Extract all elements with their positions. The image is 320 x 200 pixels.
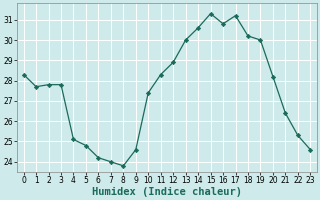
X-axis label: Humidex (Indice chaleur): Humidex (Indice chaleur) [92,186,242,197]
